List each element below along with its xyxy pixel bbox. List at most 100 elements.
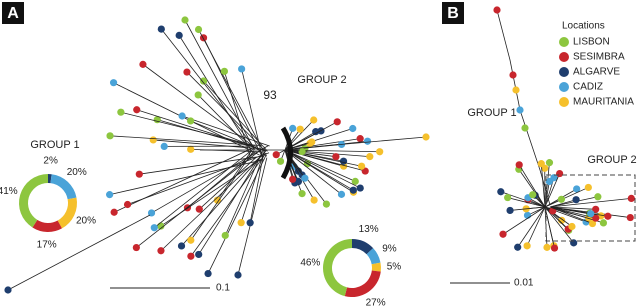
sample-dot	[604, 212, 612, 220]
sample-dot	[339, 157, 348, 165]
sample-dot	[523, 211, 532, 219]
sample-dot	[349, 124, 357, 133]
branch	[142, 64, 268, 157]
sample-dot	[529, 191, 537, 199]
branch	[136, 109, 261, 150]
sample-dot	[550, 244, 559, 252]
sample-dot	[497, 188, 505, 196]
sample-dot	[199, 77, 208, 85]
sample-dot	[363, 137, 372, 145]
sample-dot	[117, 108, 125, 116]
branch	[154, 145, 258, 229]
branch	[544, 173, 560, 208]
donut-slice	[57, 197, 77, 229]
group-label: GROUP 2	[297, 74, 346, 86]
branch	[549, 198, 632, 208]
legend-swatch	[559, 52, 569, 62]
branch	[198, 154, 262, 255]
sample-dot	[357, 162, 366, 170]
legend-label: SESIMBRA	[573, 52, 625, 63]
branch	[109, 159, 265, 196]
branch	[161, 28, 254, 147]
branch	[120, 111, 256, 147]
sample-dot	[195, 205, 203, 213]
branch	[186, 71, 266, 152]
panel-label: B	[447, 5, 459, 22]
sample-dot	[187, 117, 195, 125]
branch	[510, 206, 546, 211]
legend-swatch	[559, 97, 569, 107]
branch	[197, 94, 252, 149]
branch	[517, 206, 546, 248]
donut-slice	[19, 174, 48, 228]
branch	[284, 121, 338, 151]
legend-title: Locations	[562, 21, 605, 32]
sample-dot	[204, 269, 212, 278]
legend-swatch	[559, 82, 569, 92]
sample-dot	[312, 128, 320, 136]
sample-dot	[322, 200, 331, 208]
branch	[507, 197, 546, 208]
sample-dot	[545, 177, 553, 186]
branch	[241, 68, 264, 160]
sample-dot	[160, 142, 168, 150]
sample-dot	[543, 243, 551, 251]
sample-dot	[175, 31, 183, 39]
sample-dot	[504, 193, 512, 202]
branch	[518, 164, 546, 208]
sample-dot	[301, 174, 309, 182]
sample-dot	[594, 193, 602, 201]
branch	[549, 206, 596, 210]
branch	[544, 206, 574, 244]
sample-dot	[349, 186, 357, 194]
sample-dot	[4, 286, 12, 294]
legend-swatch	[559, 37, 569, 47]
sample-dot	[351, 177, 359, 185]
sample-dot	[220, 67, 229, 75]
sample-dot	[356, 184, 364, 192]
branch	[284, 149, 299, 182]
sample-dot	[187, 252, 195, 260]
sample-dot	[332, 153, 340, 161]
sample-dot	[194, 25, 203, 34]
branch	[544, 206, 569, 230]
sample-dot	[584, 183, 592, 192]
sample-dot	[272, 151, 280, 159]
branch	[284, 149, 354, 191]
sample-dot	[106, 191, 114, 199]
group-label: GROUP 1	[467, 107, 516, 119]
branch	[549, 199, 577, 208]
branch	[249, 146, 266, 223]
network-a	[4, 16, 430, 294]
group-box	[545, 174, 636, 242]
branch	[113, 82, 260, 156]
donut-label: 2%	[43, 156, 58, 167]
sample-dot	[493, 6, 501, 14]
sample-dot	[195, 250, 203, 259]
donut-slice	[352, 239, 374, 255]
sample-dot	[512, 86, 520, 94]
donuts: 2% 20% 20% 17% 41% 13%9% 5% 27% 46%	[0, 156, 401, 307]
panel-label-box	[442, 2, 464, 24]
donut-slice	[48, 174, 52, 184]
sample-dot	[557, 195, 566, 203]
donut-label: 17%	[37, 240, 57, 251]
donut-slice	[371, 262, 381, 272]
branch	[284, 149, 342, 195]
sample-dot	[133, 106, 141, 114]
sample-dot	[246, 219, 254, 227]
branch	[190, 150, 254, 241]
branch	[544, 162, 550, 208]
sample-dot	[183, 68, 191, 76]
branch	[199, 156, 257, 210]
sample-dot	[516, 106, 524, 114]
sample-dot	[310, 116, 318, 124]
scale-label: 0.1	[216, 283, 230, 294]
panel-label-box	[2, 2, 24, 24]
sample-dot	[515, 161, 523, 169]
sample-dot	[157, 25, 165, 33]
sample-dot	[187, 145, 195, 153]
branch	[224, 149, 264, 236]
branch	[198, 29, 266, 155]
donut-slice	[32, 219, 62, 232]
